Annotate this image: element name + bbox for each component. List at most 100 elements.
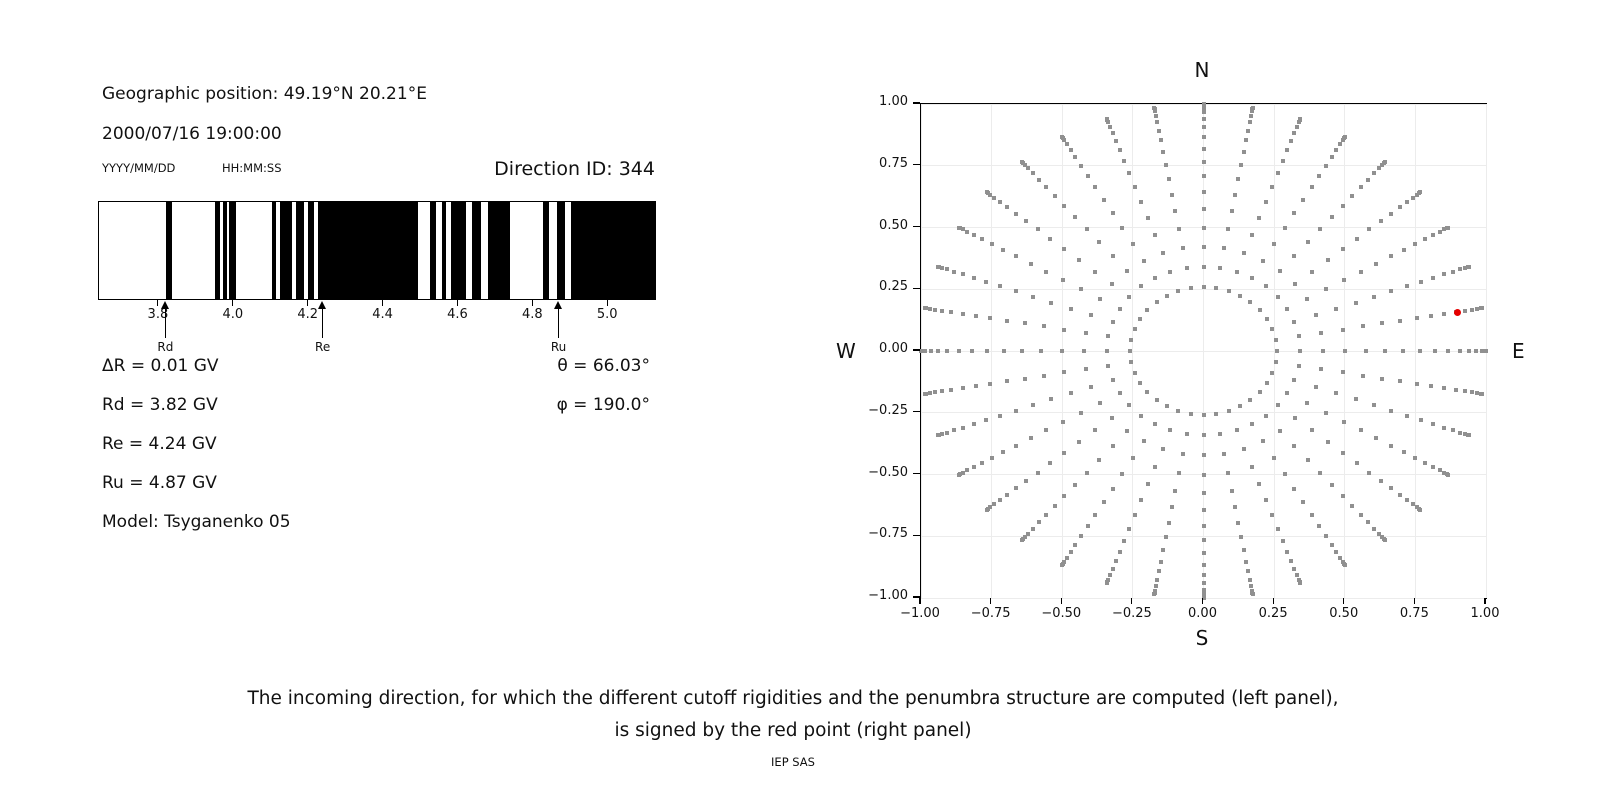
penumbra-black-band xyxy=(228,202,237,299)
direction-dot xyxy=(1229,209,1234,214)
direction-dot xyxy=(1093,428,1098,433)
direction-dot xyxy=(1044,269,1049,274)
direction-dot xyxy=(1317,173,1322,178)
direction-dot xyxy=(1479,306,1484,311)
direction-dot xyxy=(1061,419,1066,424)
direction-dot xyxy=(1429,384,1434,389)
direction-dot xyxy=(1077,440,1082,445)
direction-dot xyxy=(1442,227,1447,232)
direction-dot xyxy=(1139,284,1144,289)
direction-dot xyxy=(1273,337,1278,342)
direction-dot xyxy=(1247,577,1252,582)
penumbra-black-band xyxy=(215,202,220,299)
direction-dot xyxy=(1410,195,1415,200)
direction-dot xyxy=(1410,502,1415,507)
direction-dot xyxy=(1437,468,1442,473)
direction-dot xyxy=(1201,581,1206,586)
direction-dot xyxy=(971,422,976,427)
direction-dot xyxy=(1041,373,1046,378)
direction-dot xyxy=(1152,592,1157,597)
direction-dot xyxy=(1014,486,1019,491)
x-axis-tick xyxy=(1272,598,1274,604)
direction-dot xyxy=(1292,254,1297,259)
direction-dot xyxy=(1139,199,1144,204)
direction-dot xyxy=(1201,146,1206,151)
direction-dot xyxy=(1110,443,1115,448)
direction-dot xyxy=(998,199,1003,204)
penumbra-black-band xyxy=(571,202,655,299)
direction-dot xyxy=(1214,286,1219,291)
direction-dot xyxy=(1305,240,1310,245)
direction-dot xyxy=(1110,486,1115,491)
direction-dot xyxy=(1153,109,1158,114)
direction-dot xyxy=(1052,193,1057,198)
direction-dot xyxy=(984,279,989,284)
direction-dot xyxy=(1264,380,1269,385)
direction-dot xyxy=(928,349,933,353)
direction-dot xyxy=(1014,254,1019,259)
direction-dot xyxy=(1065,555,1070,560)
direction-dot xyxy=(1313,313,1318,318)
direction-dot xyxy=(1041,324,1046,329)
direction-dot xyxy=(1431,275,1436,280)
direction-dot xyxy=(1060,349,1065,353)
direction-dot xyxy=(1292,567,1297,572)
direction-dot xyxy=(1404,498,1409,503)
direction-dot xyxy=(1292,416,1297,421)
direction-dot xyxy=(1289,559,1294,564)
direction-dot xyxy=(1022,162,1027,167)
direction-dot xyxy=(985,507,990,512)
direction-dot xyxy=(1275,171,1280,176)
direction-dot xyxy=(1318,470,1323,475)
direction-dot xyxy=(989,455,994,460)
direction-dot xyxy=(1466,349,1471,353)
direction-dot xyxy=(923,349,928,353)
direction-dot xyxy=(1248,397,1253,402)
x-axis-tick xyxy=(1343,598,1345,604)
x-axis-tick-label: 0.00 xyxy=(1188,606,1217,621)
direction-dot xyxy=(1110,281,1115,286)
penumbra-barcode-plot xyxy=(98,201,656,300)
penumbra-axis-tick-label: 4.2 xyxy=(297,307,318,322)
direction-dot xyxy=(1001,349,1006,353)
direction-dot xyxy=(1466,264,1471,269)
cutoff-arrow-head-ru xyxy=(554,301,563,309)
direction-dot xyxy=(1062,246,1067,251)
direction-dot xyxy=(1110,211,1115,216)
direction-dot xyxy=(1401,349,1406,353)
direction-dot xyxy=(1173,488,1178,493)
direction-dot xyxy=(1358,512,1363,517)
direction-dot xyxy=(1245,128,1250,133)
direction-dot xyxy=(1292,377,1297,382)
compass-north-label: N xyxy=(1194,58,1210,82)
penumbra-axis-tick xyxy=(381,299,384,306)
direction-dot xyxy=(1145,307,1150,312)
direction-dot xyxy=(1161,149,1166,154)
compass-east-label: E xyxy=(1512,339,1525,363)
direction-dot xyxy=(1062,451,1067,456)
direction-dot xyxy=(1301,500,1306,505)
direction-dot xyxy=(1292,486,1297,491)
direction-dot xyxy=(1340,451,1345,456)
direction-dot xyxy=(1153,588,1158,593)
direction-dot xyxy=(1353,300,1358,305)
direction-dot xyxy=(1173,209,1178,214)
direction-dot xyxy=(1233,505,1238,510)
direction-dot xyxy=(1044,428,1049,433)
direction-dot xyxy=(988,192,993,197)
direction-dot xyxy=(936,349,941,353)
direction-dot xyxy=(1163,162,1168,167)
direction-dot xyxy=(1249,588,1254,593)
direction-dot xyxy=(1163,535,1168,540)
direction-dot xyxy=(1479,349,1484,353)
direction-dot xyxy=(1201,116,1206,121)
direction-dot xyxy=(971,465,976,470)
direction-dot xyxy=(1318,227,1323,232)
direction-dot xyxy=(1389,408,1394,413)
direction-dot xyxy=(1097,240,1102,245)
direction-dot xyxy=(1048,461,1053,466)
direction-dot xyxy=(1004,379,1009,384)
x-axis-tick xyxy=(1413,598,1415,604)
direction-dot xyxy=(1389,289,1394,294)
cutoff-arrow-label-re: Re xyxy=(315,340,331,354)
